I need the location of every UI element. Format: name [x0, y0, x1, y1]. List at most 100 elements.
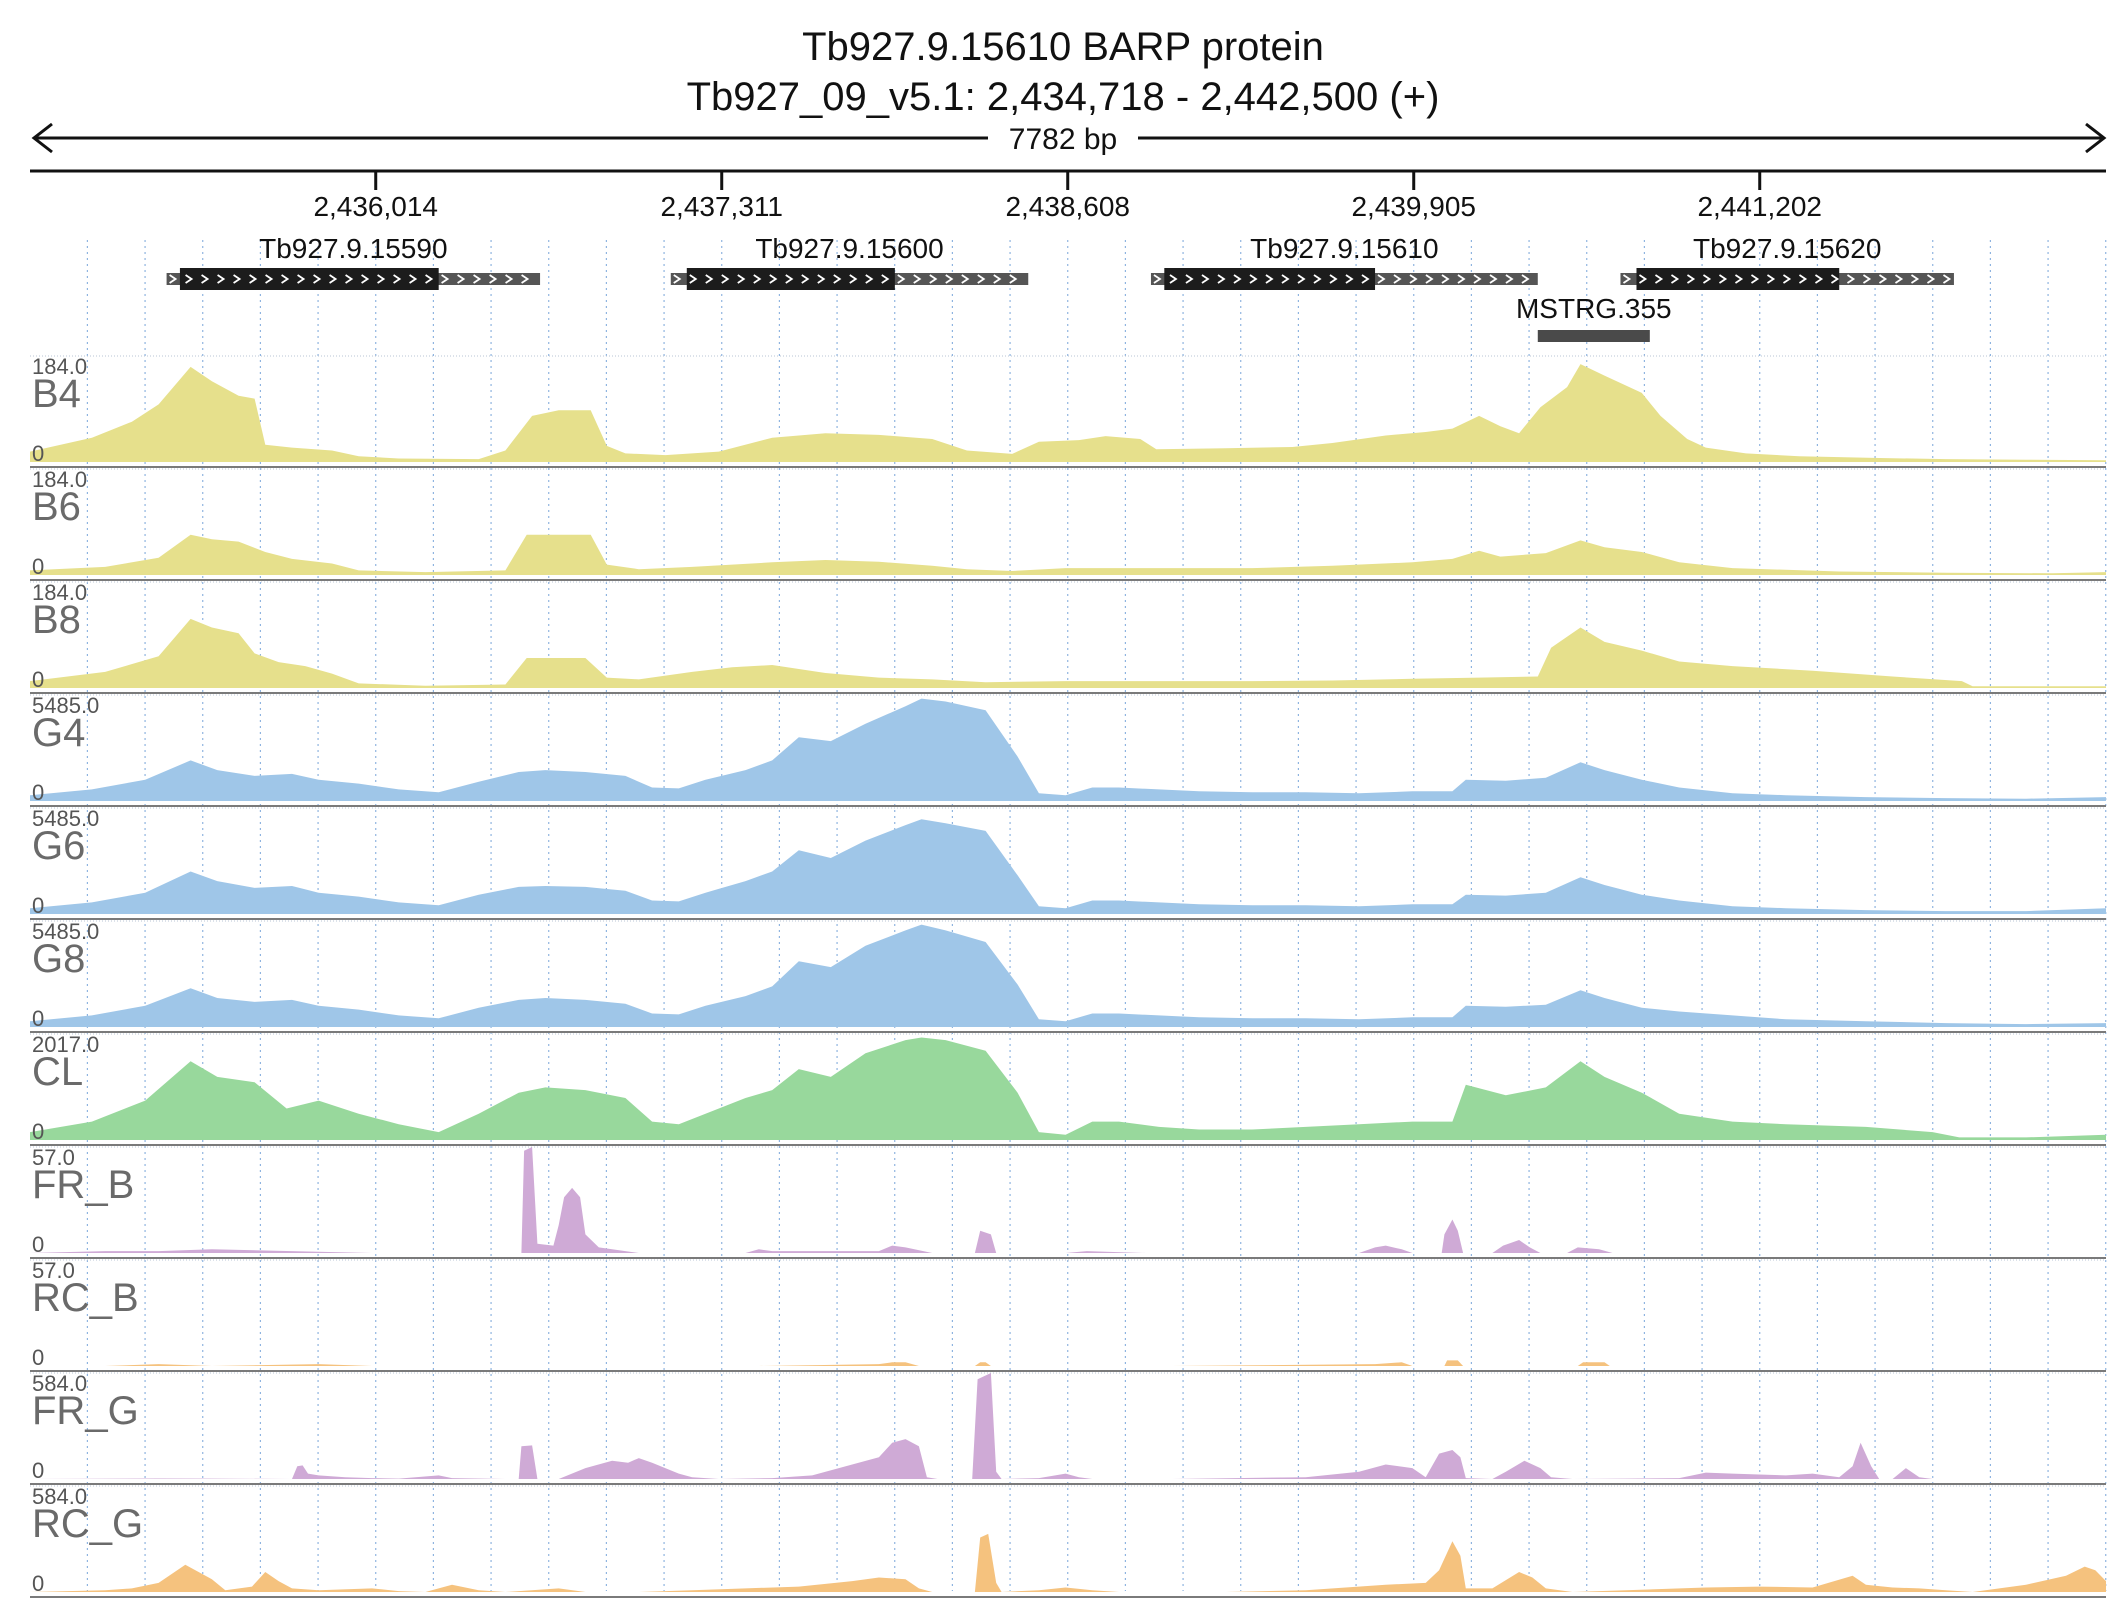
- track-min-label: 0: [32, 1571, 44, 1596]
- strand-arrow: [521, 274, 530, 284]
- track-max-label: 184.0: [32, 580, 87, 605]
- strand-arrow: [1201, 274, 1210, 284]
- strand-arrow: [281, 274, 290, 284]
- strand-arrow: [929, 274, 938, 284]
- strand-arrow: [1862, 274, 1872, 284]
- track-g6: 5485.0G6 0: [30, 806, 2106, 920]
- strand-arrow: [705, 274, 714, 284]
- span-arrow: 7782 bp: [31, 118, 2107, 158]
- strand-arrow: [233, 274, 242, 284]
- strand-arrow: [345, 274, 354, 284]
- track-b6: 184.0B6 0: [30, 467, 2106, 581]
- strand-arrow: [1622, 274, 1632, 284]
- strand-arrow: [1686, 274, 1696, 284]
- strand-arrow: [865, 274, 874, 284]
- x-tick-label: 2,438,608: [1005, 191, 1130, 222]
- strand-arrow: [1249, 274, 1258, 284]
- track-max-label: 184.0: [32, 354, 87, 379]
- strand-arrow: [1638, 274, 1648, 284]
- coverage-area: [30, 819, 2106, 914]
- gene-label: Tb927.9.15590: [259, 233, 447, 264]
- strand-arrow: [1329, 274, 1338, 284]
- strand-arrow: [721, 274, 730, 284]
- strand-arrow: [1830, 274, 1840, 284]
- strand-arrow: [1473, 274, 1482, 284]
- strand-arrow: [1457, 274, 1466, 284]
- strand-arrow: [409, 274, 418, 284]
- strand-arrow: [1718, 274, 1728, 284]
- strand-arrow: [441, 274, 450, 284]
- coverage-area: [30, 1360, 2106, 1366]
- track-max-label: 584.0: [32, 1484, 87, 1509]
- coverage-area: [30, 1373, 2106, 1479]
- strand-arrow: [329, 274, 338, 284]
- gene-label: Tb927.9.15620: [1693, 233, 1881, 264]
- transcript-bar: [1537, 330, 1650, 342]
- track-name-label: G6: [32, 824, 85, 868]
- track-name-label: B4: [32, 372, 81, 416]
- track-rc-b: 57.0RC_B 0: [30, 1258, 2106, 1372]
- strand-arrow: [249, 274, 258, 284]
- strand-arrow: [1185, 274, 1194, 284]
- strand-arrow: [1505, 274, 1514, 284]
- track-name-label: FR_G: [32, 1389, 139, 1433]
- strand-arrow: [1393, 274, 1402, 284]
- strand-arrow: [1377, 274, 1386, 284]
- track-min-label: 0: [32, 780, 44, 805]
- strand-arrow: [1265, 274, 1274, 284]
- track-name-label: B6: [32, 485, 81, 529]
- track-min-label: 0: [32, 1345, 44, 1370]
- strand-arrow: [217, 274, 226, 284]
- strand-arrow: [977, 274, 986, 284]
- strand-arrow: [1521, 274, 1530, 284]
- strand-arrow: [393, 274, 402, 284]
- track-max-label: 57.0: [32, 1145, 75, 1170]
- strand-arrow: [961, 274, 970, 284]
- strand-arrow: [833, 274, 842, 284]
- track-cl: 2017.0CL 0: [30, 1032, 2106, 1146]
- strand-arrow: [1345, 274, 1354, 284]
- track-fr-g: 584.0FR_G 0: [30, 1371, 2106, 1485]
- strand-arrow: [1910, 274, 1920, 284]
- coverage-area: [30, 924, 2106, 1027]
- figure-subtitle-region: Tb927_09_v5.1: 2,434,718 - 2,442,500 (+): [687, 75, 1440, 119]
- strand-arrow: [1702, 274, 1712, 284]
- gene-annotation-track: Tb927.9.15590 Tb927.9.15600 Tb927.9.15610 T…: [166, 233, 1954, 342]
- strand-arrow: [1169, 274, 1178, 284]
- strand-arrow: [169, 274, 178, 284]
- strand-arrow: [457, 274, 466, 284]
- track-max-label: 5485.0: [32, 693, 99, 718]
- track-name-label: CL: [32, 1050, 83, 1094]
- strand-arrow: [1313, 274, 1322, 284]
- strand-arrow: [897, 274, 906, 284]
- strand-arrow: [489, 274, 498, 284]
- strand-arrow: [1425, 274, 1434, 284]
- strand-arrow: [1409, 274, 1418, 284]
- figure-title: Tb927.9.15610 BARP protein: [802, 25, 1324, 69]
- strand-arrow: [1009, 274, 1018, 284]
- track-name-label: RC_B: [32, 1276, 139, 1320]
- track-min-label: 0: [32, 1119, 44, 1144]
- strand-arrow: [849, 274, 858, 284]
- coverage-area: [30, 364, 2106, 462]
- track-name-label: G4: [32, 711, 85, 755]
- strand-arrow: [753, 274, 762, 284]
- strand-arrow: [801, 274, 810, 284]
- strand-arrow: [1734, 274, 1744, 284]
- strand-arrow: [1361, 274, 1370, 284]
- strand-arrow: [737, 274, 746, 284]
- track-min-label: 0: [32, 893, 44, 918]
- strand-arrow: [1798, 274, 1808, 284]
- coverage-area: [30, 534, 2106, 575]
- strand-arrow: [313, 274, 322, 284]
- strand-arrow: [673, 274, 682, 284]
- x-tick-label: 2,437,311: [660, 191, 783, 222]
- strand-arrow: [1217, 274, 1226, 284]
- strand-arrow: [1489, 274, 1498, 284]
- gene-cds-bar: [1636, 268, 1840, 290]
- strand-arrow: [201, 274, 210, 284]
- strand-arrow: [1750, 274, 1760, 284]
- coverage-area: [30, 618, 2106, 688]
- gene-cds-bar: [179, 268, 439, 290]
- strand-arrow: [1297, 274, 1306, 284]
